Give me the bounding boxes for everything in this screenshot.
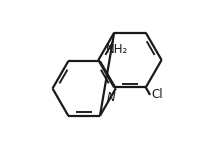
Text: NH₂: NH₂: [106, 43, 129, 56]
Text: Cl: Cl: [152, 88, 163, 101]
Text: N: N: [107, 91, 115, 104]
